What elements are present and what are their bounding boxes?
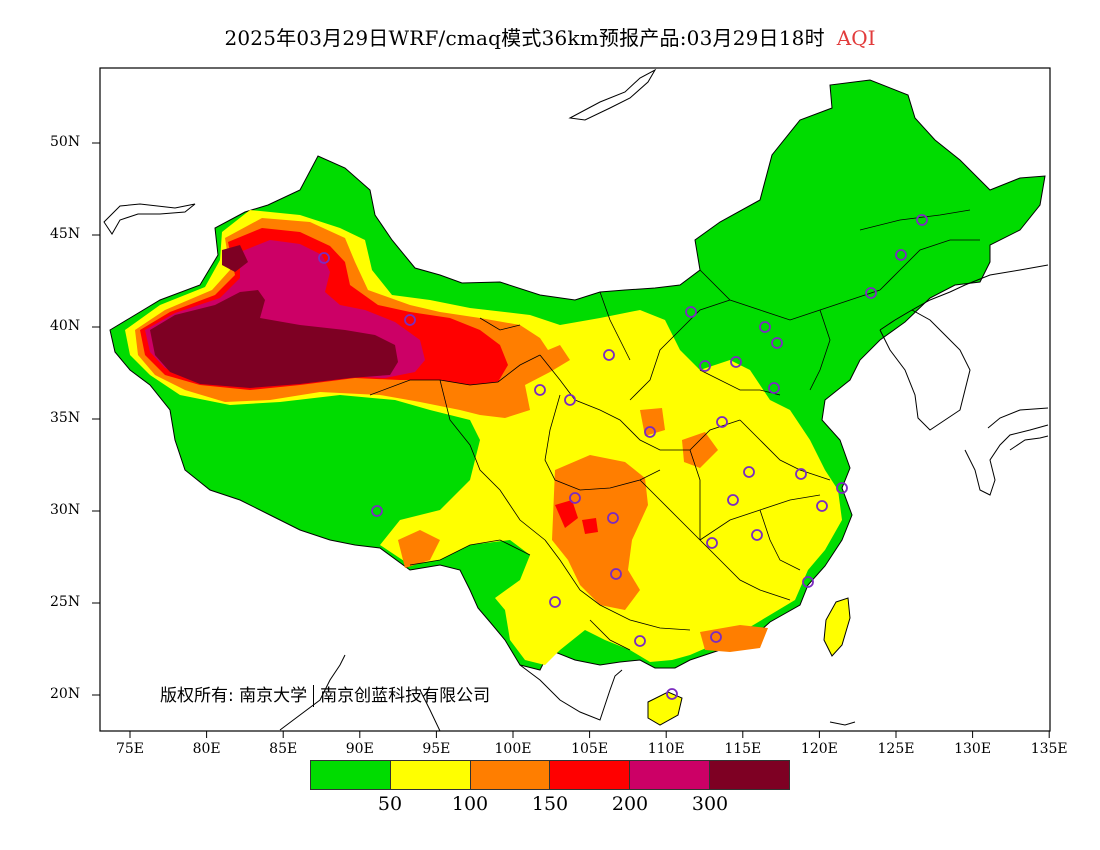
- station-marker: [751, 529, 763, 541]
- station-marker: [610, 568, 622, 580]
- lon-label: 90E: [345, 741, 374, 757]
- station-marker: [802, 576, 814, 588]
- copyright-prefix: 版权所有:: [160, 686, 234, 706]
- station-marker: [404, 314, 416, 326]
- station-marker: [710, 631, 722, 643]
- legend-color-box: [390, 761, 471, 789]
- lat-label: 45N: [50, 226, 81, 242]
- station-markers: [318, 214, 928, 700]
- lon-label: 130E: [954, 741, 992, 757]
- lat-label: 20N: [50, 686, 81, 702]
- legend-tick-label: 50: [377, 793, 403, 815]
- station-marker: [666, 688, 678, 700]
- station-marker: [743, 466, 755, 478]
- lon-label: 120E: [800, 741, 838, 757]
- lon-label: 110E: [647, 741, 685, 757]
- legend-color-box: [550, 761, 631, 789]
- province-borders: [369, 209, 980, 651]
- lon-label: 80E: [192, 741, 221, 757]
- lon-label: 85E: [269, 741, 298, 757]
- aqi-zone-hazardous: [150, 290, 398, 388]
- station-marker: [549, 596, 561, 608]
- station-marker: [895, 249, 907, 261]
- title-variable: AQI: [836, 26, 876, 50]
- station-marker: [916, 214, 928, 226]
- aqi-zone-usg: [682, 432, 718, 468]
- legend-tick-label: 100: [451, 793, 489, 815]
- legend-color-box: [710, 761, 789, 789]
- lat-label: 50N: [50, 134, 81, 150]
- station-marker: [685, 306, 697, 318]
- legend-tick-label: 300: [691, 793, 729, 815]
- title-main: 2025年03月29日WRF/cmaq模式36km预报产品:03月29日18时: [224, 26, 825, 50]
- legend-color-box: [630, 761, 711, 789]
- station-marker: [816, 500, 828, 512]
- lon-label: 95E: [422, 741, 451, 757]
- station-marker: [727, 494, 739, 506]
- legend-tick-label: 200: [611, 793, 649, 815]
- lat-label: 35N: [50, 410, 81, 426]
- station-marker: [564, 394, 576, 406]
- station-marker: [603, 349, 615, 361]
- station-marker: [865, 287, 877, 299]
- copyright-org2: 南京创蓝科技有限公司: [320, 686, 491, 706]
- station-marker: [795, 468, 807, 480]
- station-marker: [318, 252, 330, 264]
- station-marker: [644, 426, 656, 438]
- legend-color-box: [311, 761, 391, 789]
- station-marker: [534, 384, 546, 396]
- foreign-coastlines: [103, 68, 1049, 731]
- copyright-separator: [313, 685, 315, 707]
- aqi-zone-usg: [398, 530, 440, 568]
- copyright-org1: 南京大学: [239, 686, 308, 706]
- lat-ticks: [92, 142, 100, 696]
- aqi-zone-unhealthy: [555, 500, 578, 528]
- station-marker: [730, 356, 742, 368]
- lon-label: 135E: [1030, 741, 1068, 757]
- station-marker: [768, 382, 780, 394]
- legend-color-box: [470, 761, 551, 789]
- station-marker: [569, 492, 581, 504]
- lon-label: 75E: [115, 741, 145, 757]
- legend-tick-label: 150: [531, 793, 569, 815]
- station-marker: [607, 512, 619, 524]
- lon-label: 115E: [724, 741, 762, 757]
- lat-label: 25N: [50, 594, 81, 610]
- station-marker: [716, 416, 728, 428]
- lon-label: 100E: [494, 741, 532, 757]
- lat-label: 30N: [50, 502, 81, 518]
- aqi-zone-unhealthy: [582, 518, 598, 534]
- station-marker: [699, 360, 711, 372]
- station-marker: [371, 505, 383, 517]
- map-title: 2025年03月29日WRF/cmaq模式36km预报产品:03月29日18时 A…: [0, 22, 1100, 51]
- map-frame: [99, 67, 1051, 732]
- lon-label: 125E: [877, 741, 915, 757]
- lat-label: 40N: [50, 318, 81, 334]
- station-marker: [634, 635, 646, 647]
- island-taiwan: [823, 597, 851, 657]
- aqi-zone-hazardous: [222, 245, 248, 272]
- station-marker: [836, 482, 848, 494]
- lon-ticks: [129, 731, 1050, 738]
- station-marker: [771, 337, 783, 349]
- station-marker: [759, 321, 771, 333]
- aqi-field: [103, 68, 1049, 731]
- station-marker: [706, 537, 718, 549]
- aqi-legend: [310, 760, 790, 790]
- copyright-note: 版权所有: 南京大学 南京创蓝科技有限公司: [160, 681, 490, 707]
- lon-label: 105E: [571, 741, 609, 757]
